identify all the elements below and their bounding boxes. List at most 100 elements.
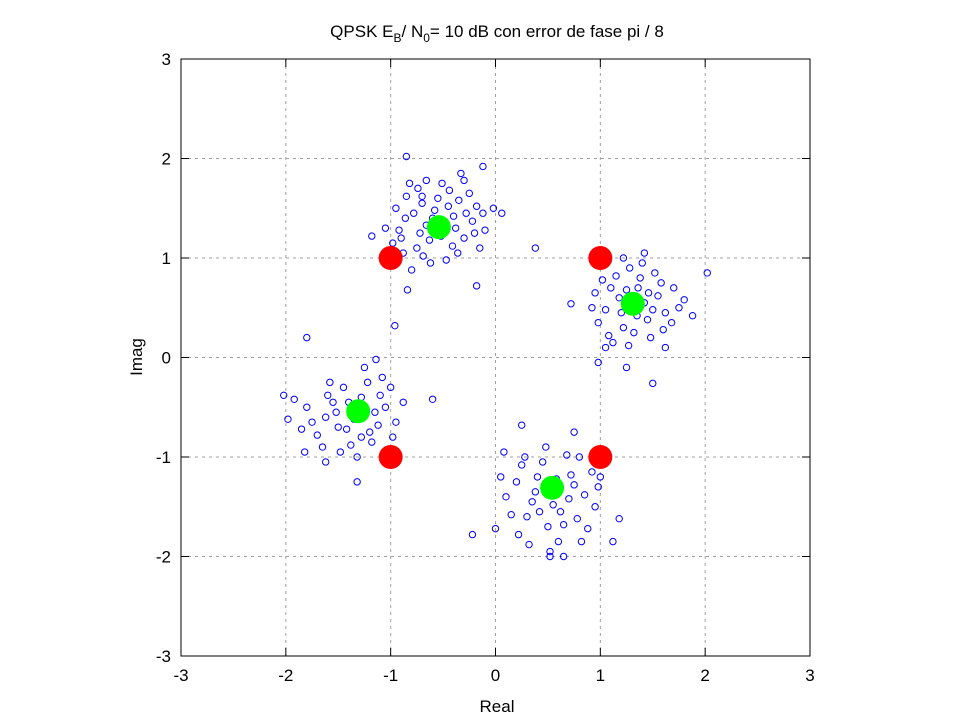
noisy-sample-point	[649, 379, 657, 388]
ideal-constellation-point	[588, 445, 613, 469]
noisy-sample-point	[622, 363, 631, 372]
noisy-sample-point	[535, 508, 544, 516]
noisy-sample-point	[481, 226, 489, 234]
noisy-sample-point	[334, 423, 342, 431]
noisy-sample-point	[410, 209, 418, 217]
noisy-sample-point	[575, 453, 584, 461]
noisy-sample-point	[598, 276, 607, 284]
noisy-sample-point	[336, 448, 345, 456]
noisy-sample-point	[381, 224, 390, 232]
noisy-sample-point	[472, 202, 481, 210]
noisy-sample-point	[324, 391, 332, 400]
noisy-sample-point	[649, 306, 657, 314]
noisy-sample-point	[607, 284, 615, 292]
title-subscript: B	[393, 31, 401, 45]
noisy-sample-point	[403, 286, 412, 294]
data-points	[280, 152, 711, 561]
noisy-sample-point	[414, 184, 422, 193]
noisy-sample-point	[680, 296, 688, 304]
chart-title: QPSK EB/ N0= 10 dB con error de fase pi …	[330, 22, 664, 45]
x-tick-label: -3	[173, 666, 188, 685]
noisy-sample-point	[609, 338, 617, 347]
noisy-sample-point	[559, 520, 568, 529]
noisy-sample-point	[670, 284, 678, 292]
noisy-sample-point	[434, 194, 442, 203]
noisy-sample-point	[640, 249, 649, 257]
noisy-sample-point	[654, 292, 662, 300]
noisy-sample-point	[591, 289, 599, 297]
noisy-sample-point	[675, 304, 683, 312]
noisy-sample-point	[395, 226, 403, 234]
noisy-sample-point	[518, 461, 526, 469]
rotated-constellation-point	[540, 475, 565, 500]
noisy-sample-point	[497, 473, 505, 481]
noisy-sample-point	[609, 537, 617, 546]
noisy-sample-point	[531, 244, 540, 252]
noisy-sample-point	[422, 176, 431, 185]
noisy-sample-point	[523, 513, 531, 521]
noisy-sample-point	[580, 491, 589, 499]
noisy-sample-point	[570, 428, 578, 436]
noisy-sample-point	[619, 323, 628, 332]
noisy-sample-point	[567, 300, 575, 308]
noisy-sample-point	[657, 279, 665, 287]
noisy-sample-point	[630, 328, 638, 337]
noisy-sample-point	[454, 249, 462, 257]
noisy-sample-point	[308, 418, 316, 426]
noisy-sample-point	[577, 537, 586, 546]
noisy-sample-point	[596, 473, 605, 481]
noisy-sample-point	[332, 408, 340, 416]
noisy-sample-point	[636, 274, 644, 282]
noisy-sample-point	[521, 453, 529, 461]
noisy-sample-point	[376, 391, 384, 400]
noisy-sample-point	[659, 325, 667, 334]
noisy-sample-point	[570, 481, 578, 489]
noisy-sample-point	[615, 294, 623, 302]
title-part: = 10 dB con error de fase pi / 8	[430, 22, 664, 41]
noisy-sample-point	[472, 282, 481, 290]
noisy-sample-point	[612, 272, 620, 280]
noisy-sample-point	[643, 315, 652, 324]
noisy-sample-point	[646, 333, 655, 342]
noisy-sample-point	[460, 176, 468, 185]
noisy-sample-point	[451, 224, 460, 232]
noisy-sample-point	[445, 186, 454, 195]
noisy-sample-point	[688, 312, 697, 320]
noisy-sample-point	[470, 229, 479, 237]
noisy-sample-point	[303, 403, 311, 411]
title-part: QPSK E	[330, 22, 393, 41]
rotated-constellation-point	[426, 215, 451, 240]
noisy-sample-point	[567, 471, 575, 479]
noisy-sample-point	[301, 448, 309, 456]
noisy-sample-point	[617, 309, 625, 317]
noisy-sample-point	[667, 318, 676, 327]
x-tick-label: 3	[805, 666, 814, 685]
noisy-sample-point	[502, 493, 510, 501]
ideal-constellation-point	[378, 246, 403, 270]
noisy-sample-point	[615, 514, 623, 523]
noisy-sample-point	[588, 468, 596, 476]
noisy-sample-point	[290, 395, 298, 403]
noisy-sample-point	[619, 254, 628, 262]
noisy-sample-point	[416, 229, 424, 237]
noisy-sample-point	[460, 234, 468, 242]
noisy-sample-point	[549, 501, 557, 509]
noisy-sample-point	[591, 503, 599, 511]
y-tick-label: -1	[156, 448, 171, 467]
noisy-sample-point	[391, 321, 399, 330]
noisy-sample-point	[418, 192, 426, 201]
noisy-sample-point	[584, 524, 592, 533]
noisy-sample-point	[594, 483, 602, 491]
noisy-sample-point	[339, 383, 348, 392]
noisy-sample-point	[651, 269, 659, 277]
noisy-sample-point	[318, 443, 327, 451]
noisy-sample-point	[378, 373, 386, 382]
noisy-sample-point	[638, 259, 646, 267]
noisy-sample-point	[392, 418, 400, 426]
noisy-sample-point	[326, 378, 334, 387]
noisy-sample-point	[594, 358, 602, 367]
noisy-sample-point	[556, 508, 565, 516]
noisy-sample-point	[605, 331, 613, 340]
